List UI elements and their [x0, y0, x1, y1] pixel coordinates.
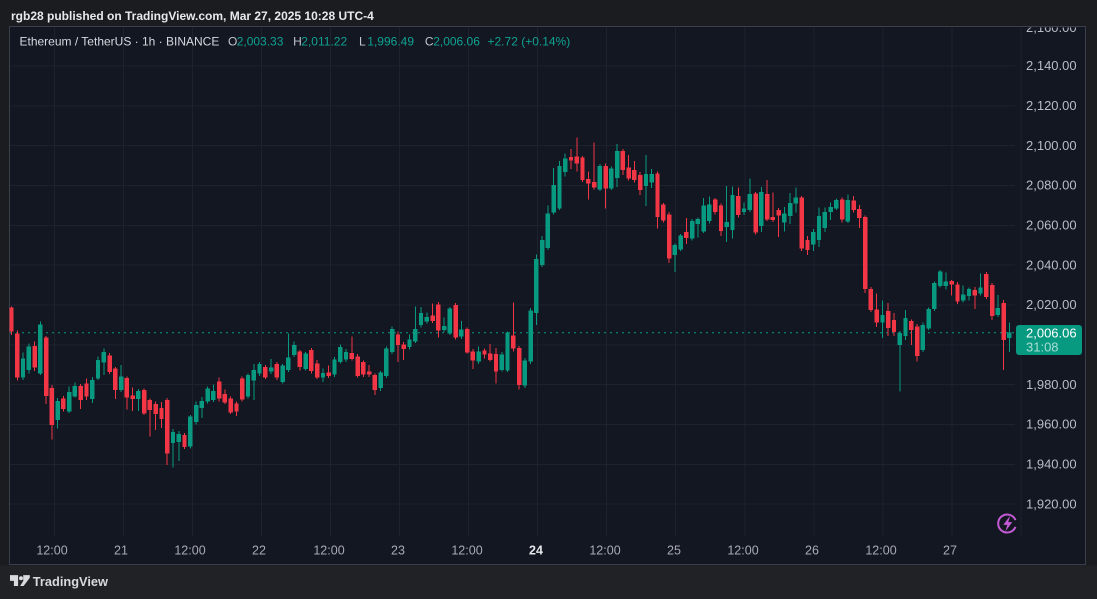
svg-text:2,120.00: 2,120.00: [1026, 98, 1077, 113]
svg-text:1,960.00: 1,960.00: [1026, 417, 1077, 432]
svg-text:2,006.06: 2,006.06: [1026, 326, 1077, 341]
svg-text:12:00: 12:00: [727, 544, 758, 558]
svg-text:22: 22: [252, 544, 266, 558]
svg-text:2,140.00: 2,140.00: [1026, 58, 1077, 73]
svg-text:1,920.00: 1,920.00: [1026, 496, 1077, 511]
svg-text:24: 24: [529, 544, 543, 558]
svg-text:2,160.00: 2,160.00: [1026, 20, 1077, 35]
svg-text:rgb28 published on TradingView: rgb28 published on TradingView.com, Mar …: [11, 9, 374, 23]
svg-text:12:00: 12:00: [451, 544, 482, 558]
svg-text:12:00: 12:00: [865, 544, 896, 558]
svg-text:12:00: 12:00: [174, 544, 205, 558]
svg-text:TradingView: TradingView: [33, 574, 108, 589]
svg-text:2,100.00: 2,100.00: [1026, 138, 1077, 153]
svg-text:12:00: 12:00: [36, 544, 67, 558]
svg-text:25: 25: [667, 544, 681, 558]
svg-text:31:08: 31:08: [1026, 340, 1059, 355]
svg-text:2,060.00: 2,060.00: [1026, 218, 1077, 233]
svg-text:1,940.00: 1,940.00: [1026, 457, 1077, 472]
svg-text:27: 27: [943, 544, 957, 558]
svg-text:2,040.00: 2,040.00: [1026, 257, 1077, 272]
svg-text:12:00: 12:00: [313, 544, 344, 558]
svg-text:12:00: 12:00: [589, 544, 620, 558]
svg-text:23: 23: [391, 544, 405, 558]
svg-text:21: 21: [114, 544, 128, 558]
svg-text:26: 26: [805, 544, 819, 558]
svg-text:Ethereum / TetherUS · 1h · BIN: Ethereum / TetherUS · 1h · BINANCE O2,00…: [20, 34, 571, 48]
svg-text:2,080.00: 2,080.00: [1026, 178, 1077, 193]
svg-text:1,980.00: 1,980.00: [1026, 377, 1077, 392]
svg-text:2,020.00: 2,020.00: [1026, 297, 1077, 312]
